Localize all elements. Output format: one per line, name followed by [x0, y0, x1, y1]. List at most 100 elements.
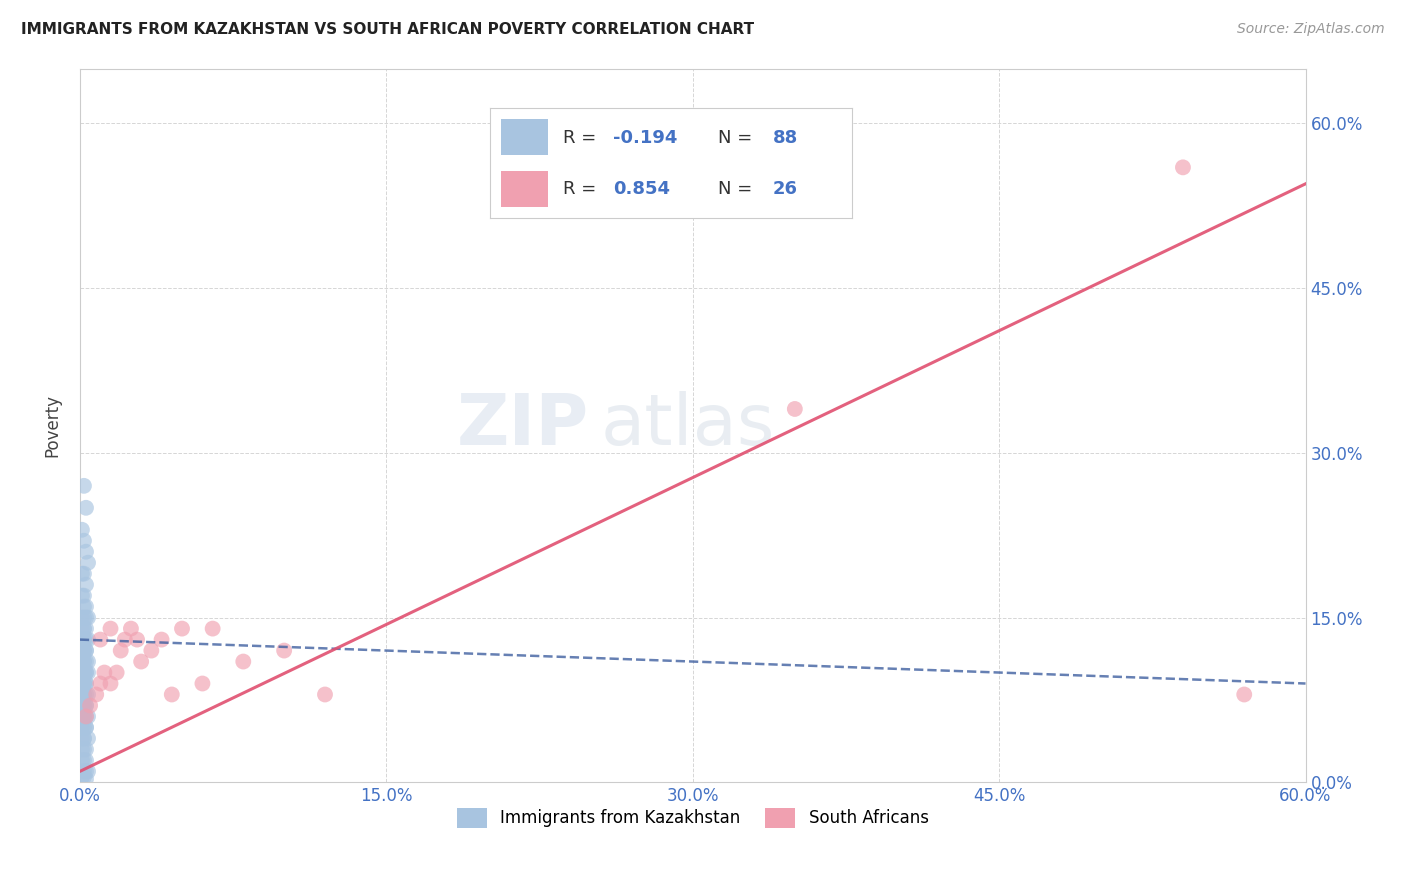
- Point: [70, 698, 93, 713]
- Point: [73, 566, 96, 581]
- Point: [70, 610, 93, 624]
- Point: [70, 698, 93, 713]
- Point: [73, 665, 96, 680]
- Point: [73, 479, 96, 493]
- Point: [129, 655, 152, 669]
- Point: [73, 742, 96, 756]
- Point: [75, 643, 97, 657]
- Point: [77, 688, 100, 702]
- Point: [73, 632, 96, 647]
- Point: [75, 688, 97, 702]
- Point: [73, 643, 96, 657]
- Point: [84, 688, 107, 702]
- Point: [73, 709, 96, 723]
- Point: [75, 545, 97, 559]
- Text: ZIP: ZIP: [457, 391, 589, 460]
- Point: [232, 655, 254, 669]
- Point: [120, 622, 142, 636]
- Point: [70, 665, 93, 680]
- Point: [1233, 688, 1256, 702]
- Point: [70, 632, 93, 647]
- Point: [70, 523, 93, 537]
- Text: IMMIGRANTS FROM KAZAKHSTAN VS SOUTH AFRICAN POVERTY CORRELATION CHART: IMMIGRANTS FROM KAZAKHSTAN VS SOUTH AFRI…: [21, 22, 754, 37]
- Point: [73, 698, 96, 713]
- Point: [89, 676, 111, 690]
- Point: [114, 632, 136, 647]
- Point: [73, 533, 96, 548]
- Point: [70, 676, 93, 690]
- Point: [75, 676, 97, 690]
- Point: [105, 665, 128, 680]
- Point: [75, 742, 97, 756]
- Point: [75, 721, 97, 735]
- Point: [100, 622, 122, 636]
- Point: [70, 632, 93, 647]
- Point: [191, 676, 214, 690]
- Point: [70, 770, 93, 784]
- Point: [77, 665, 100, 680]
- Point: [73, 709, 96, 723]
- Point: [783, 401, 806, 416]
- Point: [141, 643, 163, 657]
- Point: [70, 709, 93, 723]
- Point: [70, 742, 93, 756]
- Point: [89, 632, 111, 647]
- Point: [150, 632, 173, 647]
- Point: [75, 622, 97, 636]
- Point: [70, 643, 93, 657]
- Point: [70, 655, 93, 669]
- Point: [73, 698, 96, 713]
- Point: [75, 643, 97, 657]
- Point: [75, 698, 97, 713]
- Point: [73, 688, 96, 702]
- Point: [73, 764, 96, 779]
- Point: [75, 698, 97, 713]
- Point: [170, 622, 193, 636]
- Y-axis label: Poverty: Poverty: [44, 394, 60, 457]
- Point: [73, 599, 96, 614]
- Point: [73, 721, 96, 735]
- Point: [75, 599, 97, 614]
- Point: [73, 622, 96, 636]
- Point: [75, 665, 97, 680]
- Text: Source: ZipAtlas.com: Source: ZipAtlas.com: [1237, 22, 1385, 37]
- Point: [77, 632, 100, 647]
- Point: [75, 709, 97, 723]
- Point: [77, 731, 100, 746]
- Point: [70, 655, 93, 669]
- Point: [75, 655, 97, 669]
- Point: [75, 577, 97, 591]
- Point: [73, 676, 96, 690]
- Point: [75, 721, 97, 735]
- Point: [73, 632, 96, 647]
- Point: [73, 753, 96, 767]
- Point: [77, 556, 100, 570]
- Point: [75, 500, 97, 515]
- Point: [93, 665, 115, 680]
- Point: [77, 764, 100, 779]
- Point: [73, 665, 96, 680]
- Point: [73, 655, 96, 669]
- Point: [100, 676, 122, 690]
- Point: [73, 643, 96, 657]
- Point: [75, 709, 97, 723]
- Point: [79, 698, 101, 713]
- Legend: Immigrants from Kazakhstan, South Africans: Immigrants from Kazakhstan, South Africa…: [450, 801, 935, 835]
- Text: atlas: atlas: [600, 391, 775, 460]
- Point: [70, 688, 93, 702]
- Point: [77, 709, 100, 723]
- Point: [70, 622, 93, 636]
- Point: [70, 676, 93, 690]
- Point: [73, 770, 96, 784]
- Point: [70, 688, 93, 702]
- Point: [77, 655, 100, 669]
- Point: [70, 566, 93, 581]
- Point: [273, 643, 295, 657]
- Point: [73, 688, 96, 702]
- Point: [73, 676, 96, 690]
- Point: [1171, 161, 1194, 175]
- Point: [73, 731, 96, 746]
- Point: [73, 655, 96, 669]
- Point: [70, 721, 93, 735]
- Point: [125, 632, 148, 647]
